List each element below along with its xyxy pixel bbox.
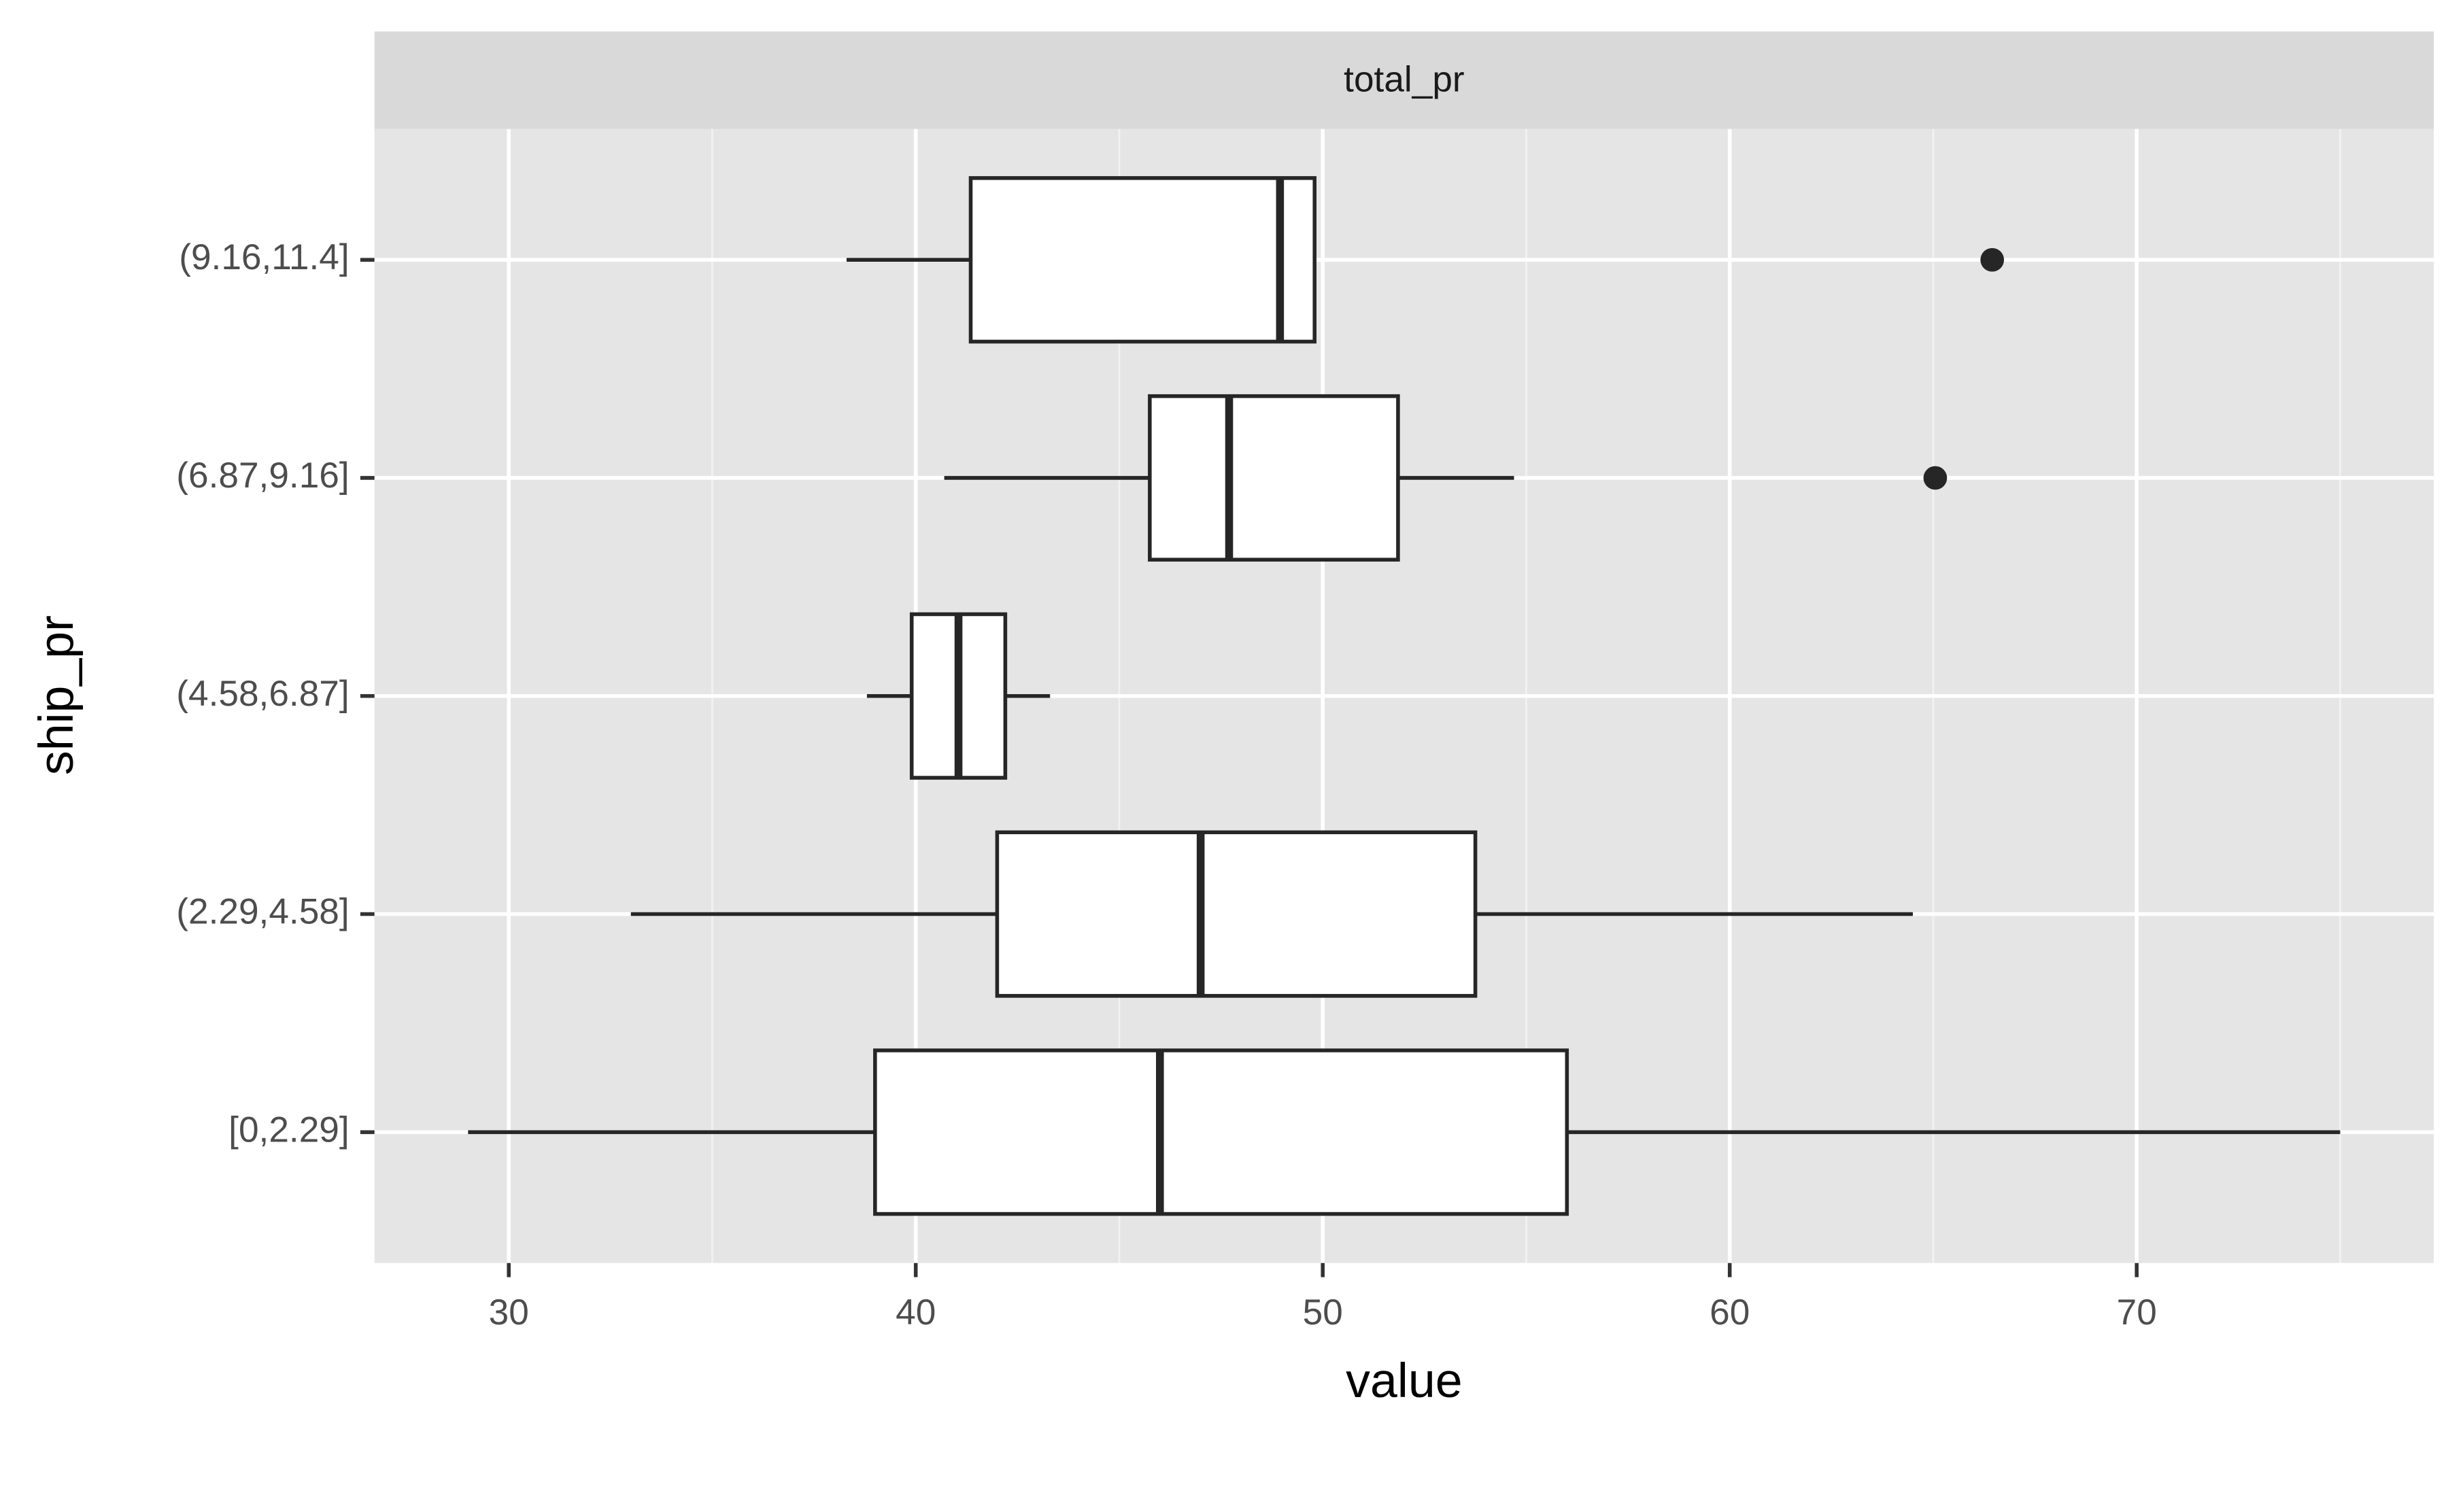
- x-axis-title: value: [1346, 1354, 1462, 1408]
- y-tick-label: (6.87,9.16]: [176, 456, 349, 496]
- y-axis-title: ship_pr: [29, 615, 84, 775]
- outlier: [1980, 247, 2005, 272]
- outlier: [1923, 466, 1948, 490]
- y-tick-label: (9.16,11.4]: [179, 237, 349, 277]
- x-tick-label: 70: [2117, 1292, 2157, 1333]
- y-tick-label: (2.29,4.58]: [176, 892, 349, 932]
- box: [1148, 394, 1400, 562]
- y-tick-label: [0,2.29]: [228, 1110, 349, 1150]
- box: [968, 176, 1317, 344]
- strip: [374, 31, 2434, 129]
- x-tick-label: 60: [1710, 1292, 1750, 1333]
- strip-label: total_pr: [1344, 59, 1464, 99]
- x-tick-label: 50: [1303, 1292, 1343, 1333]
- y-tick-label: (4.58,6.87]: [176, 674, 349, 714]
- box: [995, 830, 1478, 998]
- marks: [468, 176, 2341, 1216]
- x-tick-label: 40: [896, 1292, 936, 1333]
- box: [873, 1048, 1569, 1216]
- x-tick-label: 30: [489, 1292, 529, 1333]
